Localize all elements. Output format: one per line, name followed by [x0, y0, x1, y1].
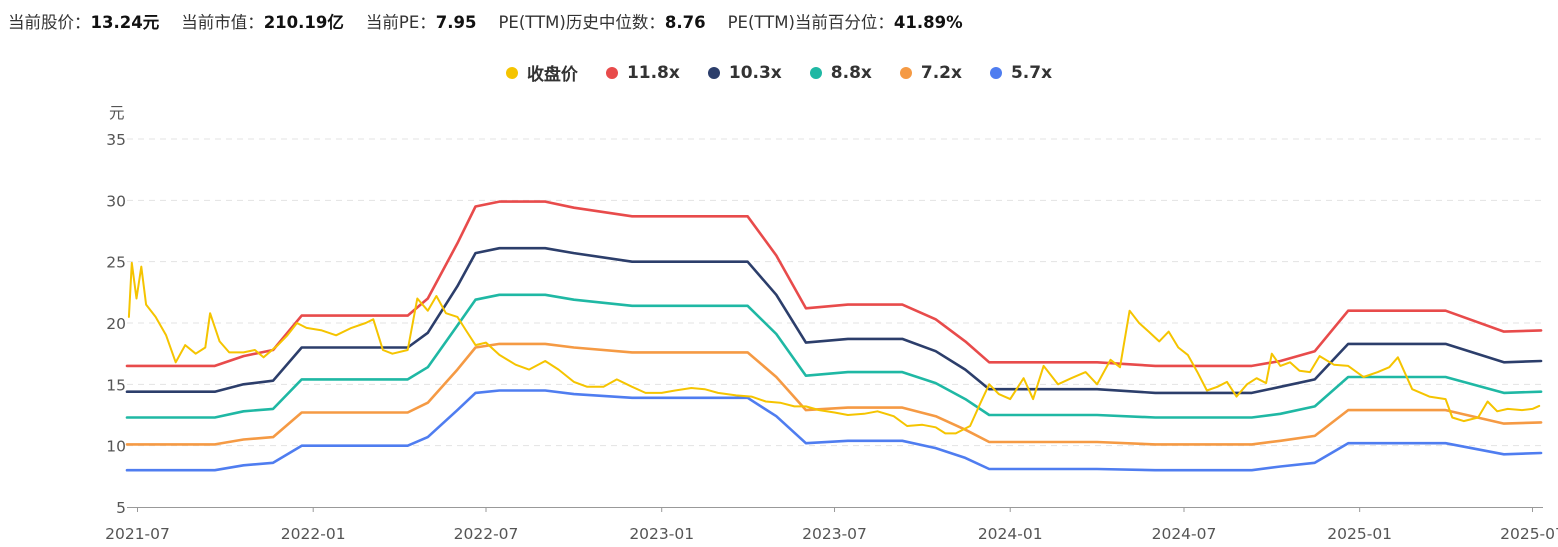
y-tick-label: 30 [106, 192, 126, 210]
legend-dot-icon [707, 66, 720, 79]
legend-label: 8.8x [830, 62, 872, 83]
chart-legend: 收盘价 11.8x 10.3x 8.8x 7.2x 5.7x [0, 60, 1558, 85]
stat-market-cap-value: 210.19亿 [263, 13, 344, 32]
axis-layer: 5 10 15 20 25 30 35 元 2021-07 2022-01 2022-07 2023-… [105, 104, 1558, 543]
stat-pe: 当前PE：7.95 [366, 9, 477, 33]
stat-pe-label: 当前PE： [365, 13, 436, 32]
legend-label: 10.3x [728, 62, 782, 83]
series-line-5.7x[interactable] [125, 389, 1543, 472]
legend-item-7-2x[interactable]: 7.2x [899, 60, 962, 85]
stats-bar: 当前股价：13.24元 当前市值：210.19亿 当前PE：7.95 PE(TT… [8, 8, 985, 34]
stat-pe-median-label: PE(TTM)历史中位数： [498, 13, 665, 32]
x-tick-label: 2025-01 [1327, 525, 1392, 543]
x-tick-label: 2025-07 [1500, 525, 1558, 543]
legend-label: 5.7x [1010, 62, 1053, 83]
legend-label: 11.8x [626, 62, 680, 83]
series-line-11.8x[interactable] [125, 200, 1543, 368]
x-tick-label: 2022-01 [281, 525, 346, 543]
legend-label: 收盘价 [526, 65, 578, 85]
legend-item-5-7x[interactable]: 5.7x [989, 60, 1053, 85]
legend-dot-icon [809, 66, 822, 79]
y-tick-label: 25 [106, 254, 126, 272]
y-tick-label: 20 [106, 315, 126, 333]
y-tick-label: 5 [116, 499, 126, 517]
legend-dot-icon [505, 66, 518, 79]
legend-item-close-price[interactable]: 收盘价 [505, 60, 578, 85]
y-axis-unit-label: 元 [109, 104, 125, 122]
x-tick-label: 2021-07 [105, 525, 170, 543]
stat-pe-median-value: 8.76 [664, 13, 706, 32]
series-line-7.2x[interactable] [125, 342, 1543, 446]
stat-market-cap: 当前市值：210.19亿 [181, 9, 344, 33]
stat-pe-percentile: PE(TTM)当前百分位：41.89% [728, 9, 963, 33]
series-line-收盘价[interactable] [127, 261, 1541, 435]
series-line-8.8x[interactable] [125, 293, 1543, 419]
grid-layer [127, 138, 1543, 447]
series-line-10.3x[interactable] [125, 246, 1543, 395]
legend-dot-icon [899, 66, 912, 79]
x-tick-label: 2023-07 [802, 525, 867, 543]
stat-pe-value: 7.95 [435, 13, 477, 32]
y-tick-label: 10 [106, 438, 126, 456]
legend-dot-icon [605, 66, 618, 79]
stat-price-label: 当前股价： [8, 13, 91, 32]
legend-item-11-8x[interactable]: 11.8x [605, 60, 680, 85]
legend-item-8-8x[interactable]: 8.8x [809, 60, 872, 85]
x-tick-label: 2023-01 [629, 525, 694, 543]
x-tick-label: 2022-07 [454, 525, 519, 543]
stat-price: 当前股价：13.24元 [8, 9, 159, 33]
stat-market-cap-label: 当前市值： [181, 13, 264, 32]
y-tick-label: 35 [106, 131, 126, 149]
stat-pe-percentile-value: 41.89% [893, 13, 963, 32]
stat-pe-percentile-label: PE(TTM)当前百分位： [727, 13, 894, 32]
x-tick-label: 2024-07 [1152, 525, 1217, 543]
stat-price-value: 13.24元 [90, 13, 160, 32]
legend-label: 7.2x [920, 62, 962, 83]
y-tick-label: 15 [106, 376, 126, 394]
legend-item-10-3x[interactable]: 10.3x [707, 60, 782, 85]
stat-pe-median: PE(TTM)历史中位数：8.76 [498, 9, 705, 33]
legend-dot-icon [989, 66, 1002, 79]
series-layer [125, 200, 1543, 472]
x-tick-label: 2024-01 [978, 525, 1043, 543]
